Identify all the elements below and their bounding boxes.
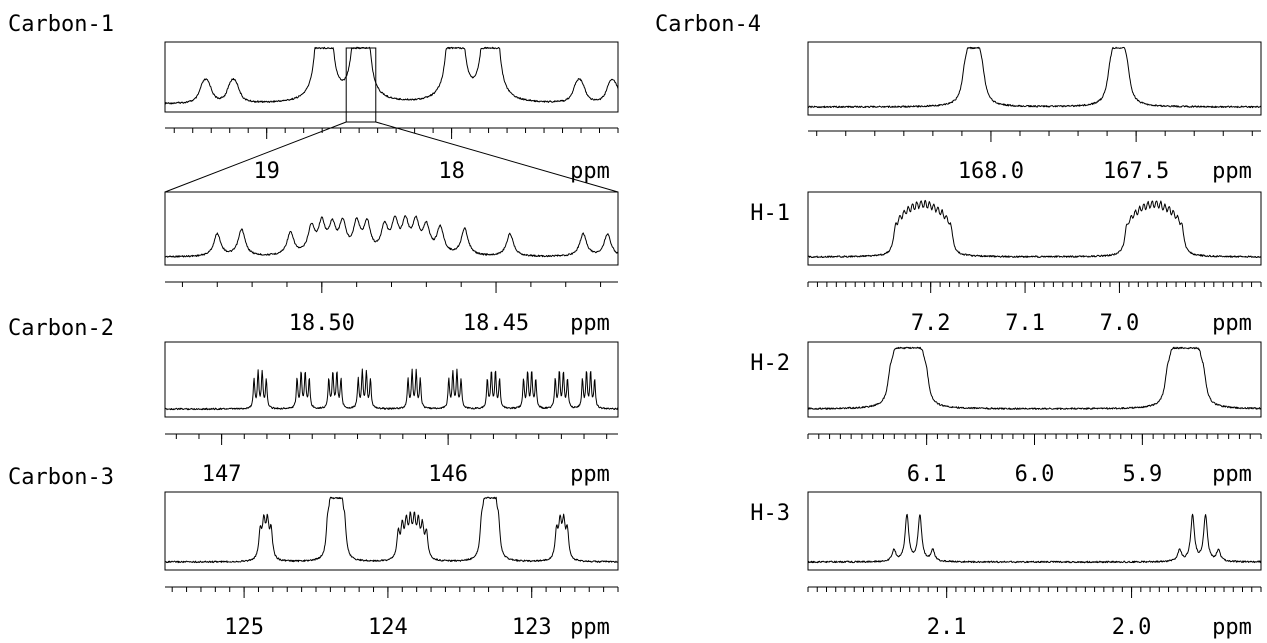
carbon4-frame [807, 41, 1262, 116]
h2-unit-label: ppm [1212, 462, 1252, 487]
carbon1_zoom-panel: 18.50 18.45 ppm [164, 191, 619, 336]
carbon4-unit-label: ppm [1212, 159, 1252, 184]
carbon4-tick-label: 167.5 [1103, 159, 1169, 184]
h2-title: H-2 [750, 351, 790, 376]
zoom-region-box [345, 47, 377, 123]
carbon3-tick-label: 123 [512, 615, 552, 640]
carbon1-spectrum-trace [164, 46, 619, 105]
h1-frame [807, 191, 1262, 266]
carbon3-frame [164, 491, 619, 571]
zoom-projection-right [375, 121, 619, 193]
carbon2-panel: 147 146 ppm Carbon-2 [8, 316, 619, 487]
h2-frame [807, 341, 1262, 418]
carbon3-title: Carbon-3 [8, 465, 114, 490]
carbon2-unit-label: ppm [570, 462, 610, 487]
h1-spectrum-trace [807, 199, 1262, 259]
h1-panel: 7.2 7.1 7.0 ppm H-1 [750, 191, 1262, 336]
carbon4-panel: 168.0 167.5 ppm Carbon-4 [655, 12, 1262, 184]
h1-tick-label: 7.1 [1005, 311, 1045, 336]
h1-unit-label: ppm [1212, 311, 1252, 336]
carbon1_zoom-unit-label: ppm [570, 311, 610, 336]
h3-tick-label: 2.1 [927, 615, 967, 640]
h2-spectrum-trace [807, 346, 1262, 410]
h1-tick-label: 7.0 [1100, 311, 1140, 336]
h3-tick-label: 2.0 [1112, 615, 1152, 640]
carbon3-tick-label: 125 [224, 615, 264, 640]
carbon3-unit-label: ppm [570, 615, 610, 640]
carbon3-tick-label: 124 [368, 615, 408, 640]
carbon1_zoom-frame [164, 191, 619, 266]
carbon1-title: Carbon-1 [8, 12, 114, 37]
h3-frame [807, 491, 1262, 571]
h1-title: H-1 [750, 201, 790, 226]
h2-panel: 6.1 6.0 5.9 ppm H-2 [750, 341, 1262, 487]
carbon1-frame [164, 41, 619, 113]
h3-spectrum-trace [807, 513, 1262, 564]
carbon1_zoom-tick-label: 18.50 [289, 311, 355, 336]
carbon1-tick-label: 18 [438, 159, 465, 184]
carbon1_zoom-spectrum-trace [164, 215, 619, 258]
h3-panel: 2.1 2.0 ppm H-3 [750, 491, 1262, 640]
carbon3-panel: 125 124 123 ppm Carbon-3 [8, 465, 619, 640]
carbon3-spectrum-trace [164, 496, 619, 564]
carbon1_zoom-tick-label: 18.45 [463, 311, 529, 336]
carbon2-spectrum-trace [164, 368, 619, 411]
h2-tick-label: 6.0 [1015, 462, 1055, 487]
h2-tick-label: 6.1 [907, 462, 947, 487]
h2-tick-label: 5.9 [1122, 462, 1162, 487]
carbon2-title: Carbon-2 [8, 316, 114, 341]
h1-tick-label: 7.2 [911, 311, 951, 336]
carbon2-tick-label: 146 [428, 462, 468, 487]
carbon1-tick-label: 19 [253, 159, 280, 184]
zoom-projection-left [164, 121, 347, 193]
h3-unit-label: ppm [1212, 615, 1252, 640]
carbon4-tick-label: 168.0 [958, 159, 1024, 184]
carbon4-spectrum-trace [807, 46, 1262, 109]
h3-title: H-3 [750, 501, 790, 526]
carbon2-tick-label: 147 [202, 462, 242, 487]
carbon4-title: Carbon-4 [655, 12, 761, 37]
carbon2-frame [164, 341, 619, 418]
